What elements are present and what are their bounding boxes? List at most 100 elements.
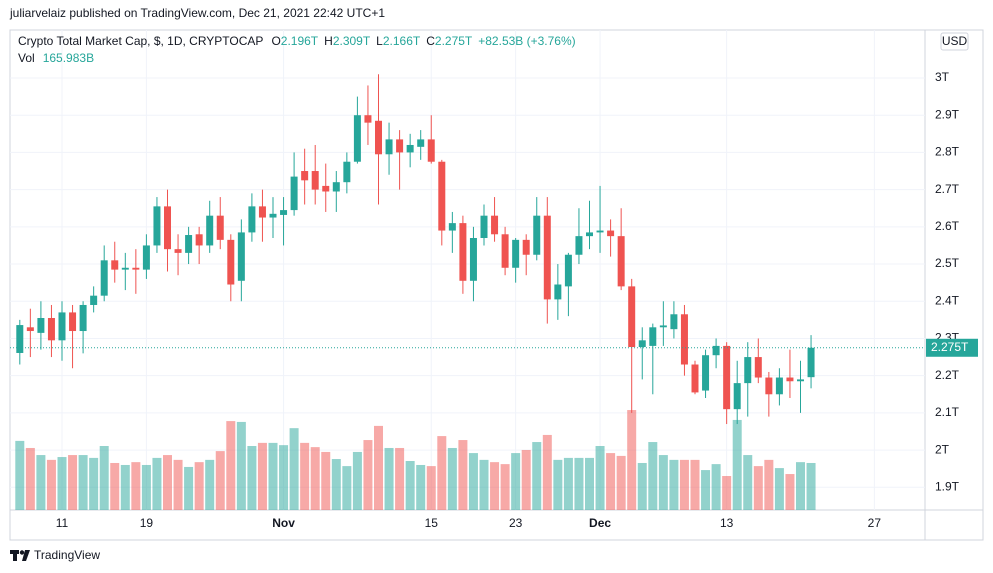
candle-body [69, 312, 77, 332]
volume-bar [648, 442, 658, 510]
volume-bar [46, 459, 56, 510]
legend-c: C [426, 34, 435, 48]
volume-bar [595, 446, 605, 510]
volume-bar [215, 451, 225, 510]
candle-body [132, 267, 140, 270]
candle-body [385, 139, 393, 155]
candle-body [16, 325, 24, 353]
brand-logo [10, 550, 30, 561]
candle-body [596, 230, 604, 233]
volume-bar [321, 451, 331, 510]
candle-body [670, 314, 678, 330]
candle-body [396, 139, 404, 153]
candle-body [807, 347, 815, 378]
volume-bar [331, 459, 341, 510]
volume-bar [205, 459, 215, 510]
volume-bar [627, 410, 637, 510]
volume-bar [637, 462, 647, 510]
volume-bar [68, 455, 78, 510]
candle-body [628, 286, 636, 348]
candle-body [26, 327, 34, 332]
candle-body [227, 239, 235, 285]
candle-body [786, 377, 794, 382]
volume-bar [574, 457, 584, 510]
y-tick-label: 1.9T [935, 479, 960, 493]
candle-body [375, 120, 382, 155]
y-tick-label: 2.9T [935, 107, 960, 121]
volume-bar [521, 449, 531, 510]
candle-body [797, 379, 804, 382]
candle-body [164, 206, 171, 250]
y-tick-label: 2.2T [935, 368, 960, 382]
grid [10, 30, 925, 510]
volume-bar [658, 455, 668, 510]
volume-bar [447, 447, 457, 510]
volume-bar [606, 453, 616, 510]
candle-body [47, 318, 55, 341]
volume-bar [89, 457, 99, 510]
candle-body [448, 223, 456, 231]
y-tick-label: 2.5T [935, 256, 960, 270]
x-tick-label: 15 [425, 516, 439, 530]
volume-bar [511, 453, 521, 510]
chart-frame [9, 29, 984, 541]
x-tick-label: Nov [272, 516, 295, 530]
candle-body [480, 215, 488, 238]
candle-body [512, 239, 520, 268]
candle-body [765, 377, 773, 395]
legend-open: 2.196T [281, 34, 319, 48]
volume-bar [690, 459, 700, 510]
candle-body [364, 115, 372, 123]
volume-layer [15, 410, 816, 510]
volume-bar [57, 457, 67, 510]
axes: 1.9T2T2.1T2.2T2.3T2.4T2.5T2.6T2.7T2.8T2.… [56, 70, 978, 530]
legend-h: H [324, 34, 333, 48]
currency-box[interactable] [940, 32, 969, 51]
candle-body [649, 327, 657, 346]
candle-body [575, 236, 583, 255]
volume-bar [806, 462, 816, 510]
candle-body [723, 345, 731, 410]
candle-body [195, 234, 203, 246]
volume-bar [15, 440, 25, 510]
symbol-title: Crypto Total Market Cap, $, 1D, CRYPTOCA… [18, 34, 263, 48]
volume-bar [374, 425, 383, 510]
vol-value: 165.983B [43, 51, 94, 65]
volume-bar [257, 442, 267, 510]
price-label: 2.275T [931, 340, 969, 354]
candle-body [290, 176, 298, 211]
candle-body [100, 260, 108, 296]
volume-bar [194, 462, 204, 510]
publisher: juliarvelaiz published on TradingView.co… [9, 6, 385, 20]
volume-bar [563, 457, 573, 510]
brand: TradingView [34, 548, 100, 562]
candle-body [586, 232, 593, 237]
volume-bar [553, 459, 563, 510]
y-tick-label: 2.7T [935, 182, 960, 196]
candle-body [775, 377, 783, 395]
volume-bar [268, 442, 278, 510]
volume-bar [437, 436, 447, 510]
volume-bar [279, 445, 289, 510]
volume-bar [500, 464, 510, 510]
candle-body [702, 355, 710, 391]
candle-body [564, 254, 572, 287]
volume-bar [468, 453, 478, 510]
candle-body [322, 185, 330, 192]
candle-body [754, 357, 762, 378]
y-tick-label: 2T [935, 442, 950, 456]
volume-bar [25, 447, 35, 510]
volume-bar [701, 470, 711, 510]
legend-high: 2.309T [333, 34, 371, 48]
volume-bar [110, 462, 120, 510]
volume-bar [490, 462, 500, 510]
candle-body [90, 295, 98, 305]
currency[interactable]: USD [942, 34, 968, 48]
volume-bar [141, 464, 151, 510]
x-tick-label: 27 [868, 516, 882, 530]
candle-body [353, 115, 361, 162]
volume-bar [774, 468, 784, 510]
volume-bar [542, 434, 552, 510]
volume-bar [363, 440, 373, 510]
